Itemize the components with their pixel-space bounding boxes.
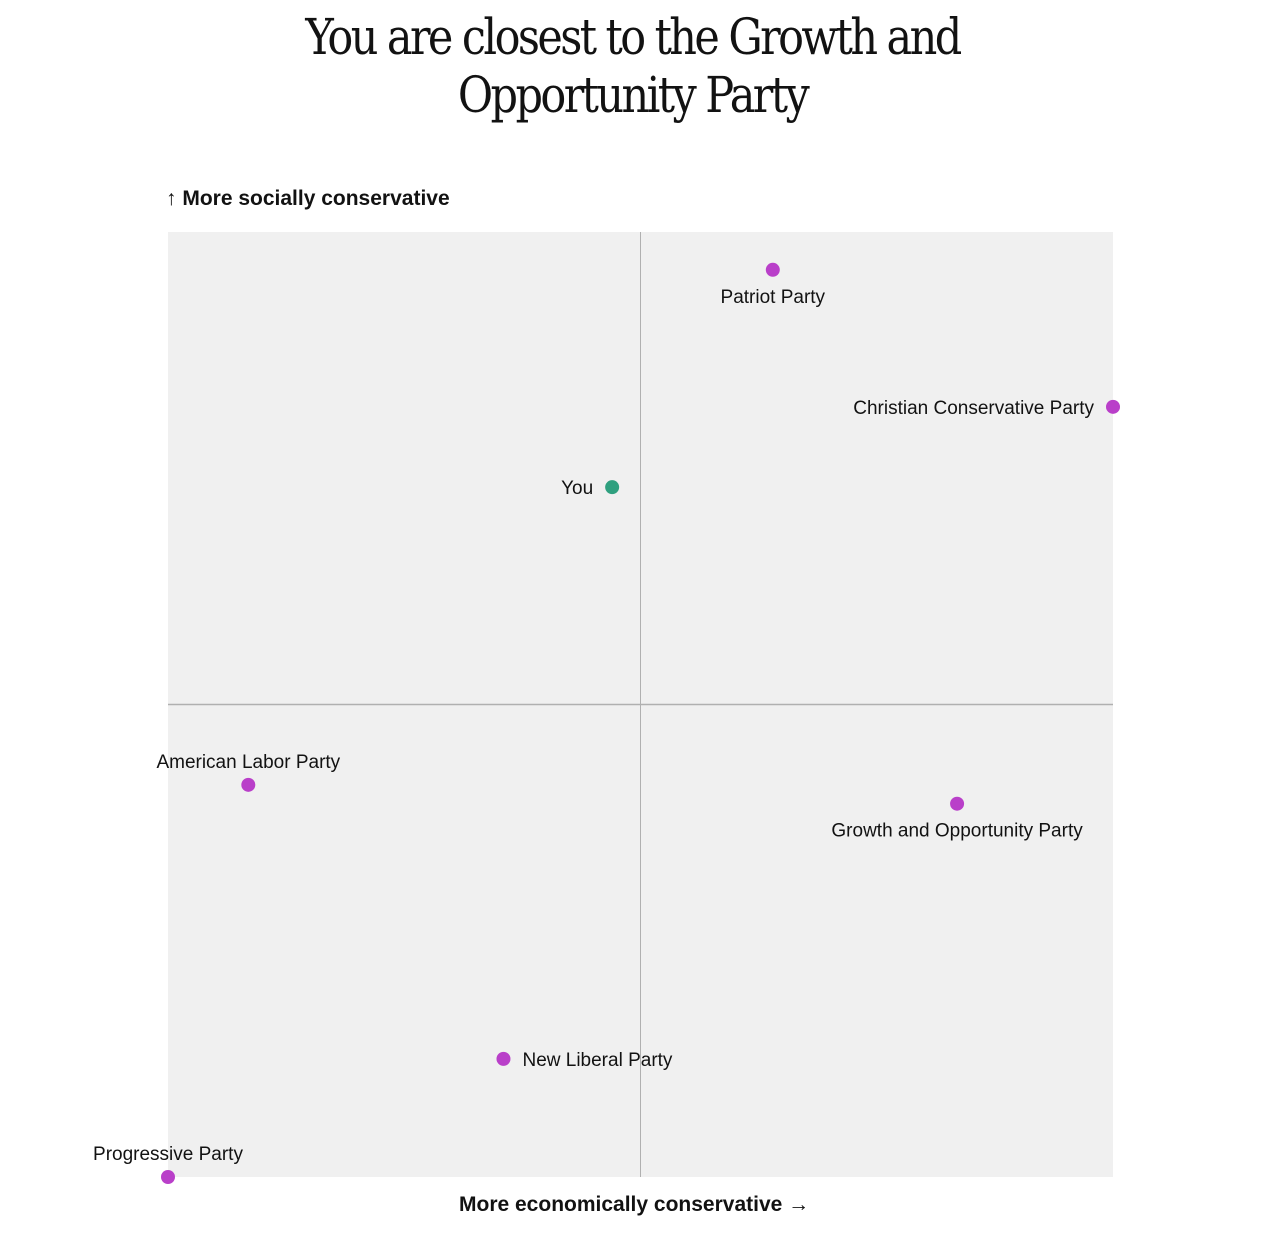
chart-title-line-1: You are closest to the Growth and [305, 8, 962, 66]
x-axis-label: More economically conservative → [459, 1193, 810, 1216]
point-american-labor-party [241, 777, 256, 792]
point-patriot-party [765, 262, 780, 277]
point-christian-conservative-party [1106, 399, 1120, 414]
chart-title-line-2: Opportunity Party [457, 66, 810, 124]
point-new-liberal-party [496, 1051, 511, 1066]
point-label-new-liberal-party: New Liberal Party [522, 1050, 672, 1071]
point-label-american-labor-party: American Labor Party [156, 752, 340, 773]
point-you [605, 480, 620, 495]
chart-title: You are closest to the Growth and Opport… [89, 8, 1177, 124]
y-axis-label: ↑ More socially conservative [166, 187, 450, 210]
point-label-growth-and-opportunity-party: Growth and Opportunity Party [831, 821, 1083, 842]
point-growth-and-opportunity-party [950, 796, 965, 811]
point-progressive-party [161, 1170, 175, 1184]
point-label-christian-conservative-party: Christian Conservative Party [853, 398, 1094, 419]
point-label-patriot-party: Patriot Party [721, 287, 826, 308]
point-label-progressive-party: Progressive Party [93, 1144, 243, 1165]
data-points: Patriot Party Christian Conservative Part… [93, 262, 1120, 1184]
point-label-you: You [561, 478, 593, 499]
